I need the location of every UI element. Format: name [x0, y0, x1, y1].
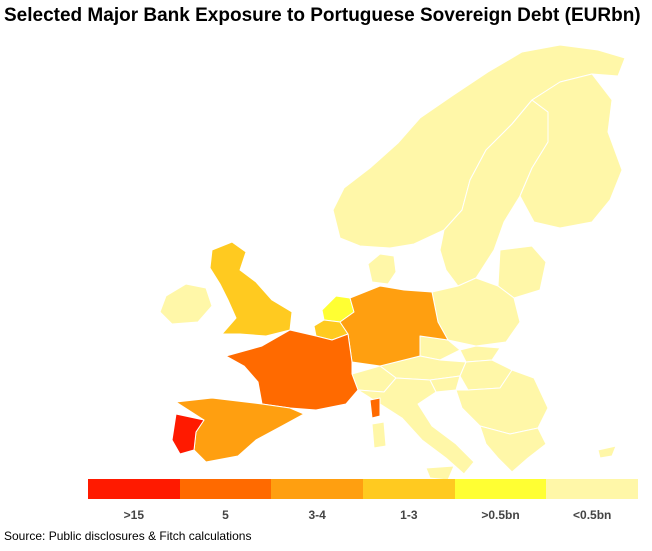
legend-swatch-1	[88, 479, 180, 499]
region-ireland	[159, 283, 213, 325]
map-title: Selected Major Bank Exposure to Portugue…	[4, 5, 641, 26]
region-cyprus	[597, 445, 617, 459]
legend-label-5: >0.5bn	[481, 508, 520, 522]
legend-label-4: 1-3	[400, 508, 418, 522]
region-france	[225, 329, 359, 411]
legend-bar	[88, 479, 639, 499]
region-balkans	[455, 369, 549, 435]
legend-swatch-4	[363, 479, 455, 499]
region-united-kingdom	[209, 241, 293, 337]
legend-label-6: <0.5bn	[573, 508, 612, 522]
legend-label-1: >15	[123, 508, 145, 522]
legend-swatch-3	[271, 479, 364, 499]
region-slovakia	[459, 345, 501, 363]
region-baltics	[497, 245, 547, 299]
legend-labels: >15 5 3-4 1-3 >0.5bn <0.5bn	[88, 508, 638, 522]
region-sardinia	[371, 421, 387, 449]
legend-swatch-2	[179, 479, 272, 499]
region-finland	[519, 73, 623, 229]
legend-label-3: 3-4	[308, 508, 326, 522]
region-germany	[339, 285, 449, 367]
region-sicily	[425, 465, 455, 481]
region-italy	[357, 377, 475, 475]
region-corsica	[369, 397, 381, 419]
region-portugal	[171, 413, 205, 455]
legend-label-2: 5	[222, 508, 229, 522]
region-greece	[479, 425, 547, 473]
legend-swatch-5	[454, 479, 547, 499]
legend-swatch-6	[546, 479, 639, 499]
source-note: Source: Public disclosures & Fitch calcu…	[4, 529, 252, 543]
region-denmark	[367, 253, 397, 285]
